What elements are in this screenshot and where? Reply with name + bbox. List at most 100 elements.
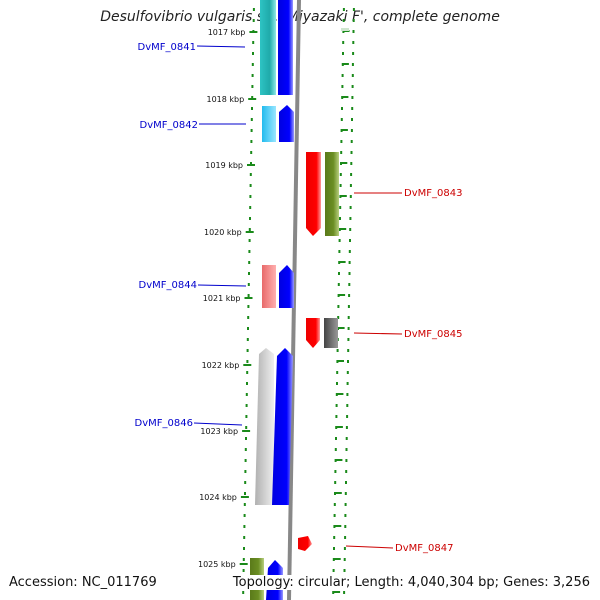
ring-left-outer-dot [247,305,250,308]
ring-right-far-dot [349,206,352,209]
ring-right-far-dot [345,448,348,451]
ring-right-far-dot [348,294,351,297]
ring-right-outer-dot [336,371,339,374]
ring-left-outer-dot [251,107,253,110]
ring-left-outer-dot [246,371,249,374]
gene-DvMF_0842[interactable] [279,105,294,142]
ring-right-far-dot [343,591,346,594]
gene-DvMF_0847[interactable] [298,536,312,551]
ring-right-far-dot [352,41,355,44]
ring-left-outer-dot [252,8,255,11]
ring-right-outer-dot [339,184,342,187]
tick-label: 1021 kbp [203,294,241,303]
ring-minor-tick [338,294,346,296]
top-marker [341,28,349,31]
ring-left-outer-dot [251,63,254,66]
ring-minor-tick [339,228,347,230]
major-tick [249,31,258,33]
label-DvMF_0844[interactable]: DvMF_0844 [139,280,197,291]
ring-right-far-dot [351,118,353,121]
ring-right-far-dot [351,63,354,66]
ring-left-outer-dot [242,591,245,594]
ring-minor-tick [334,492,342,494]
leader-DvMF_0847 [345,545,394,549]
ring-left-outer-dot [252,52,254,55]
label-DvMF_0847[interactable]: DvMF_0847 [395,543,453,554]
cog-block-0842 [262,106,276,142]
gene-DvMF_0845[interactable] [306,318,320,348]
label-DvMF_0842[interactable]: DvMF_0842 [140,120,198,131]
cog-block-0843 [325,152,339,236]
ring-right-far-dot [351,74,354,77]
ring-right-far-dot [344,514,347,517]
ring-left-outer-dot [251,85,254,88]
ring-right-outer-dot [333,503,336,506]
label-DvMF_0841[interactable]: DvMF_0841 [138,42,196,53]
ring-right-outer-dot [335,404,338,407]
ring-left-outer-dot [246,360,249,363]
ring-left-outer-dot [246,349,249,352]
ring-minor-tick [336,393,344,395]
accession-text: Accession: NC_011769 [9,575,157,590]
gene-DvMF_0844[interactable] [279,265,294,308]
ring-right-far-dot [350,151,353,154]
ring-right-outer-dot [339,173,342,176]
label-DvMF_0845[interactable]: DvMF_0845 [404,329,462,340]
label-DvMF_0843[interactable]: DvMF_0843 [404,188,462,199]
ring-right-outer-dot [341,107,343,110]
ring-left-outer-dot [247,316,250,319]
ring-right-far-dot [351,107,354,110]
ring-right-far-dot [350,140,353,143]
ring-right-outer-dot [333,514,336,517]
gene-DvMF_0843[interactable] [306,152,321,236]
tick-label: 1019 kbp [205,161,243,170]
ring-right-far-dot [344,525,347,528]
ring-right-outer-dot [341,74,344,77]
ring-right-outer-dot [340,118,343,121]
cog-block-0844 [262,265,276,308]
ring-right-far-dot [348,272,351,275]
ring-left-outer-dot [250,129,253,132]
ring-right-far-dot [347,349,350,352]
ring-right-far-dot [350,129,353,132]
ring-right-outer-dot [340,140,343,143]
ring-left-outer-dot [250,162,252,165]
ring-left-outer-dot [248,239,251,242]
ring-right-far-dot [352,30,355,33]
ring-left-outer-dot [248,250,251,253]
ring-right-outer-dot [341,85,344,88]
tick-label: 1017 kbp [208,28,246,37]
leader-DvMF_0841 [196,45,246,48]
genome-backbone [287,0,301,600]
tick-marks [239,30,350,593]
ring-right-far-dot [346,393,349,396]
ring-minor-tick [333,558,341,560]
label-DvMF_0846[interactable]: DvMF_0846 [135,418,193,429]
major-tick [247,164,255,166]
major-tick [248,98,257,100]
ring-right-far-dot [347,338,350,341]
ring-right-far-dot [345,470,348,473]
ring-left-outer-dot [247,327,249,330]
ring-right-far-dot [346,415,349,418]
ring-right-far-dot [345,426,348,429]
ring-left-outer-dot [244,481,247,484]
ring-left-outer-dot [251,96,254,99]
major-tick [244,297,253,299]
ring-right-far-dot [351,96,354,99]
gene-DvMF_0846[interactable] [272,348,293,505]
ring-right-outer-dot [337,305,340,308]
ring-minor-tick [335,459,343,461]
ring-right-outer-dot [333,536,336,539]
cog-block-0845 [324,318,338,348]
ring-right-outer-dot [338,272,340,275]
ring-right-far-dot [346,404,349,407]
ring-left-outer-dot [244,492,246,495]
ring-left-outer-dot [245,426,248,429]
ring-left-outer-dot [248,261,251,264]
tick-label: 1023 kbp [200,427,238,436]
ring-right-far-dot [346,371,349,374]
gene-DvMF_0841[interactable] [278,0,293,95]
ring-right-outer-dot [337,316,340,319]
ring-right-far-dot [347,316,350,319]
